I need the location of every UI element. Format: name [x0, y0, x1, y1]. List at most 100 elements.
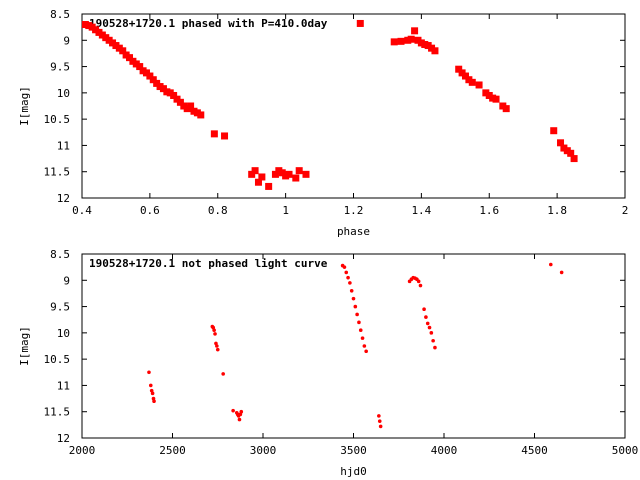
data-point — [418, 283, 423, 288]
data-point — [461, 72, 469, 80]
data-point — [377, 419, 382, 423]
x-tick-label: 4500 — [521, 444, 548, 457]
data-point — [176, 98, 184, 106]
data-point — [150, 391, 155, 396]
data-point — [254, 178, 262, 186]
y-tick-label: 10 — [57, 327, 70, 340]
data-point — [149, 76, 157, 84]
y-tick-label: 8.5 — [50, 8, 70, 21]
data-point — [119, 47, 127, 55]
y-tick-label: 11.5 — [44, 406, 71, 419]
data-point — [248, 170, 256, 178]
data-point — [295, 167, 303, 175]
x-tick-label: 3500 — [340, 444, 367, 457]
data-point — [360, 336, 365, 340]
data-point — [550, 127, 558, 135]
data-point — [348, 281, 352, 285]
data-point — [377, 414, 381, 418]
data-point — [351, 296, 356, 301]
data-point — [146, 72, 154, 80]
data-point — [170, 91, 178, 99]
y-axis-label: I[mag] — [18, 86, 31, 126]
data-point — [431, 47, 439, 55]
data-point — [237, 417, 242, 422]
data-point — [424, 315, 428, 319]
data-point — [425, 321, 430, 326]
data-point — [567, 149, 575, 157]
data-point — [148, 383, 153, 388]
data-point — [557, 139, 565, 147]
x-tick-label: 1.2 — [344, 204, 364, 217]
data-point — [342, 265, 347, 269]
data-point — [475, 81, 483, 89]
data-point — [390, 38, 398, 46]
data-point — [265, 182, 273, 190]
y-tick-label: 10.5 — [44, 113, 71, 126]
data-point — [126, 54, 134, 62]
data-point — [221, 132, 229, 140]
y-tick-label: 9 — [63, 274, 70, 287]
data-point — [239, 409, 244, 414]
data-point — [559, 270, 564, 275]
data-point — [407, 35, 415, 43]
data-point — [231, 408, 235, 413]
data-point — [215, 344, 219, 348]
data-point — [431, 338, 435, 343]
data-point — [221, 372, 225, 376]
x-tick-label: 0.8 — [208, 204, 228, 217]
data-point — [411, 27, 419, 35]
x-tick-label: 1.6 — [479, 204, 499, 217]
data-point — [427, 325, 432, 330]
x-tick-label: 0.6 — [140, 204, 160, 217]
y-tick-label: 11 — [57, 139, 70, 152]
x-tick-label: 2500 — [159, 444, 186, 457]
data-point — [344, 270, 349, 275]
data-point — [433, 345, 437, 350]
plot-frame — [81, 253, 626, 439]
data-point — [429, 331, 434, 335]
y-tick-label: 8.5 — [50, 248, 70, 261]
data-point — [349, 289, 354, 293]
data-point — [362, 344, 367, 348]
data-point — [210, 130, 218, 138]
x-tick-label: 2000 — [69, 444, 96, 457]
y-tick-label: 11.5 — [44, 166, 71, 179]
x-tick-label: 2 — [622, 204, 629, 217]
x-axis-label: phase — [337, 225, 370, 238]
data-point — [422, 307, 426, 312]
y-tick-label: 12 — [57, 432, 70, 445]
y-tick-label: 10 — [57, 87, 70, 100]
data-point — [212, 328, 216, 333]
data-point — [356, 19, 364, 27]
data-point — [251, 167, 259, 175]
x-tick-label: 1 — [282, 204, 289, 217]
data-point — [378, 424, 383, 429]
plot-frame — [81, 13, 626, 199]
chart-panel-2: 2000 2500 3000 3500 4000 4500 5000 8.5 9 9.5 10 10.… — [18, 248, 638, 478]
data-point — [147, 370, 151, 375]
x-tick-label: 1.8 — [547, 204, 567, 217]
chart-panel-1: 0.4 0.6 0.8 1 1.2 1.4 1.6 1.8 2 8.5 9 9.5 10 10.5 11 11… — [18, 8, 628, 238]
data-point — [492, 95, 500, 103]
y-tick-label: 9.5 — [50, 61, 70, 74]
y-tick-label: 9.5 — [50, 301, 70, 314]
data-point — [355, 312, 359, 317]
x-tick-label: 0.4 — [72, 204, 92, 217]
data-point — [570, 155, 578, 163]
data-point — [358, 328, 363, 333]
y-tick-label: 10.5 — [44, 353, 71, 366]
data-point — [197, 111, 205, 119]
data-point — [548, 262, 553, 267]
x-tick-label: 5000 — [612, 444, 639, 457]
chart-title: 190528+1720.1 phased with P=410.0day — [89, 17, 328, 30]
data-point — [397, 37, 405, 45]
data-point — [502, 105, 510, 113]
data-point — [364, 349, 368, 354]
data-point — [285, 170, 293, 178]
data-point — [346, 275, 350, 280]
data-point — [292, 174, 300, 182]
data-point — [455, 65, 463, 73]
data-point — [258, 173, 266, 181]
data-point — [416, 279, 421, 284]
chart-title: 190528+1720.1 not phased light curve — [89, 257, 328, 270]
